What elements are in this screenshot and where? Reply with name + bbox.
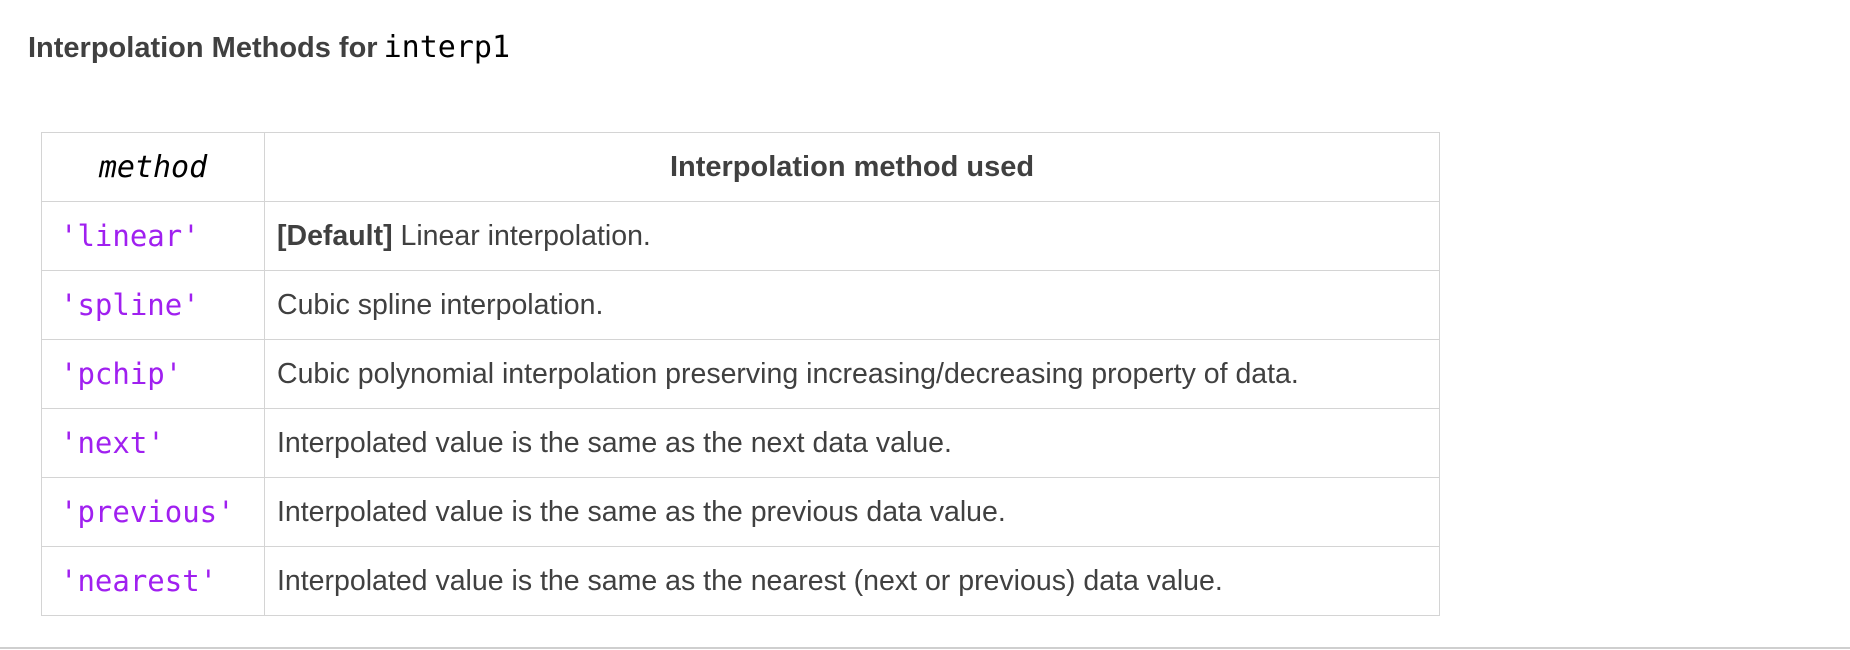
method-value: 'spline' [41,270,265,340]
table-row: 'spline' Cubic spline interpolation. [41,270,1440,340]
method-description: Interpolated value is the same as the ne… [264,408,1440,478]
method-value: 'linear' [41,201,265,271]
table-row: 'nearest' Interpolated value is the same… [41,546,1440,616]
bottom-divider [0,647,1850,649]
method-value: 'nearest' [41,546,265,616]
method-value: 'previous' [41,477,265,547]
method-description: Cubic polynomial interpolation preservin… [264,339,1440,409]
table-row: 'previous' Interpolated value is the sam… [41,477,1440,547]
section-heading: Interpolation Methods for interp1 [28,30,510,65]
header-method: method [41,132,265,202]
section-heading-code: interp1 [383,30,511,65]
method-description: Interpolated value is the same as the pr… [264,477,1440,547]
methods-table: method Interpolation method used 'linear… [41,132,1440,616]
method-value: 'pchip' [41,339,265,409]
table-row: 'pchip' Cubic polynomial interpolation p… [41,339,1440,409]
table-row: 'next' Interpolated value is the same as… [41,408,1440,478]
method-description: Interpolated value is the same as the ne… [264,546,1440,616]
method-description: Cubic spline interpolation. [264,270,1440,340]
table-row: 'linear' [Default] Linear interpolation. [41,201,1440,271]
section-heading-text: Interpolation Methods for [28,32,378,64]
table-header-row: method Interpolation method used [41,132,1440,202]
method-description: [Default] Linear interpolation. [264,201,1440,271]
header-description: Interpolation method used [264,132,1440,202]
description-text: Linear interpolation. [392,219,651,252]
method-value: 'next' [41,408,265,478]
default-label: [Default] [277,219,393,252]
